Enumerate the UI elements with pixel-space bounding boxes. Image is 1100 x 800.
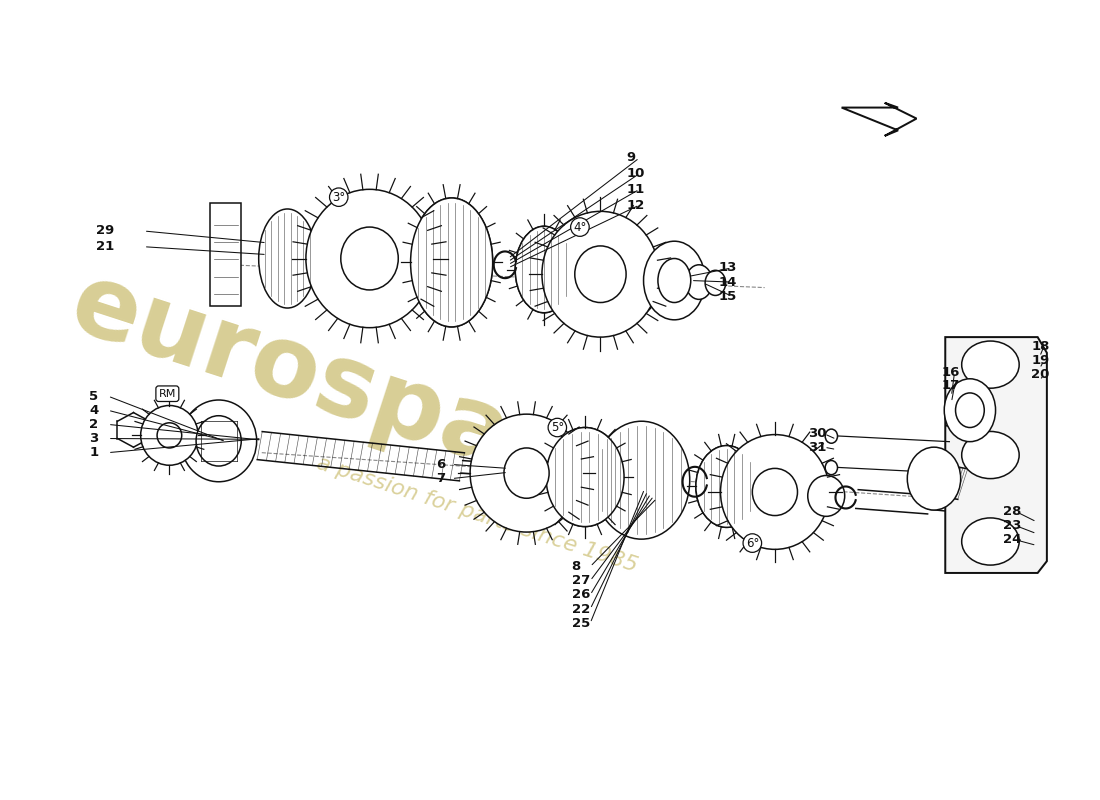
Text: 20: 20 (1032, 368, 1049, 382)
Text: 6°: 6° (746, 537, 759, 550)
Polygon shape (842, 103, 916, 136)
Text: 28: 28 (1003, 505, 1021, 518)
Text: 11: 11 (626, 183, 645, 196)
Text: 27: 27 (572, 574, 590, 587)
Ellipse shape (685, 265, 713, 299)
Text: 31: 31 (807, 441, 826, 454)
Text: 22: 22 (572, 602, 590, 616)
Text: 4°: 4° (573, 221, 586, 234)
Ellipse shape (546, 427, 624, 526)
Text: 12: 12 (626, 198, 645, 211)
Text: 9: 9 (626, 151, 635, 164)
Text: 4: 4 (89, 404, 99, 417)
Text: 10: 10 (626, 167, 645, 180)
Text: 1: 1 (89, 446, 99, 459)
Ellipse shape (515, 226, 573, 313)
Ellipse shape (515, 226, 573, 313)
Ellipse shape (752, 468, 798, 515)
Ellipse shape (720, 434, 829, 550)
Ellipse shape (908, 447, 960, 510)
Text: 15: 15 (718, 290, 737, 302)
Text: a passion for parts since 1985: a passion for parts since 1985 (315, 453, 640, 575)
Ellipse shape (157, 422, 182, 448)
Text: 14: 14 (718, 275, 737, 289)
Text: 16: 16 (942, 366, 959, 379)
Text: 17: 17 (942, 379, 959, 392)
Text: 8: 8 (572, 560, 581, 573)
Ellipse shape (196, 416, 241, 466)
Ellipse shape (542, 211, 659, 337)
Ellipse shape (961, 431, 1020, 478)
Polygon shape (945, 337, 1047, 573)
Ellipse shape (961, 341, 1020, 388)
Ellipse shape (410, 198, 493, 327)
Ellipse shape (944, 378, 996, 442)
Text: 25: 25 (572, 617, 590, 630)
Text: RM: RM (158, 389, 176, 398)
Text: 13: 13 (718, 262, 737, 274)
Text: 3°: 3° (332, 190, 345, 204)
Ellipse shape (504, 448, 549, 498)
Ellipse shape (696, 446, 758, 527)
Text: 2: 2 (89, 418, 99, 431)
Text: 5°: 5° (551, 421, 564, 434)
Ellipse shape (341, 227, 398, 290)
Ellipse shape (575, 246, 626, 302)
Text: 24: 24 (1003, 534, 1021, 546)
Text: 21: 21 (96, 240, 113, 254)
Text: 5: 5 (89, 390, 99, 402)
Text: 23: 23 (1003, 519, 1021, 532)
Ellipse shape (141, 406, 198, 466)
Text: 3: 3 (89, 432, 99, 445)
Ellipse shape (546, 427, 624, 526)
Text: 7: 7 (437, 472, 446, 485)
Text: 18: 18 (1032, 340, 1049, 353)
Ellipse shape (470, 414, 583, 532)
Polygon shape (210, 203, 241, 306)
Ellipse shape (258, 209, 316, 308)
Ellipse shape (593, 422, 690, 539)
Text: 29: 29 (96, 225, 113, 238)
Text: 30: 30 (807, 427, 826, 440)
Text: 19: 19 (1032, 354, 1049, 367)
Ellipse shape (696, 446, 758, 527)
Ellipse shape (825, 429, 837, 443)
Text: 6: 6 (437, 458, 446, 471)
Ellipse shape (961, 518, 1020, 565)
Ellipse shape (956, 393, 984, 427)
Ellipse shape (807, 475, 845, 516)
Ellipse shape (825, 461, 837, 474)
Ellipse shape (658, 258, 691, 302)
Ellipse shape (180, 400, 256, 482)
Text: 26: 26 (572, 589, 590, 602)
Ellipse shape (306, 190, 433, 328)
Ellipse shape (410, 198, 493, 327)
Text: eurospares: eurospares (59, 256, 690, 544)
Ellipse shape (705, 270, 726, 295)
Ellipse shape (644, 242, 705, 320)
